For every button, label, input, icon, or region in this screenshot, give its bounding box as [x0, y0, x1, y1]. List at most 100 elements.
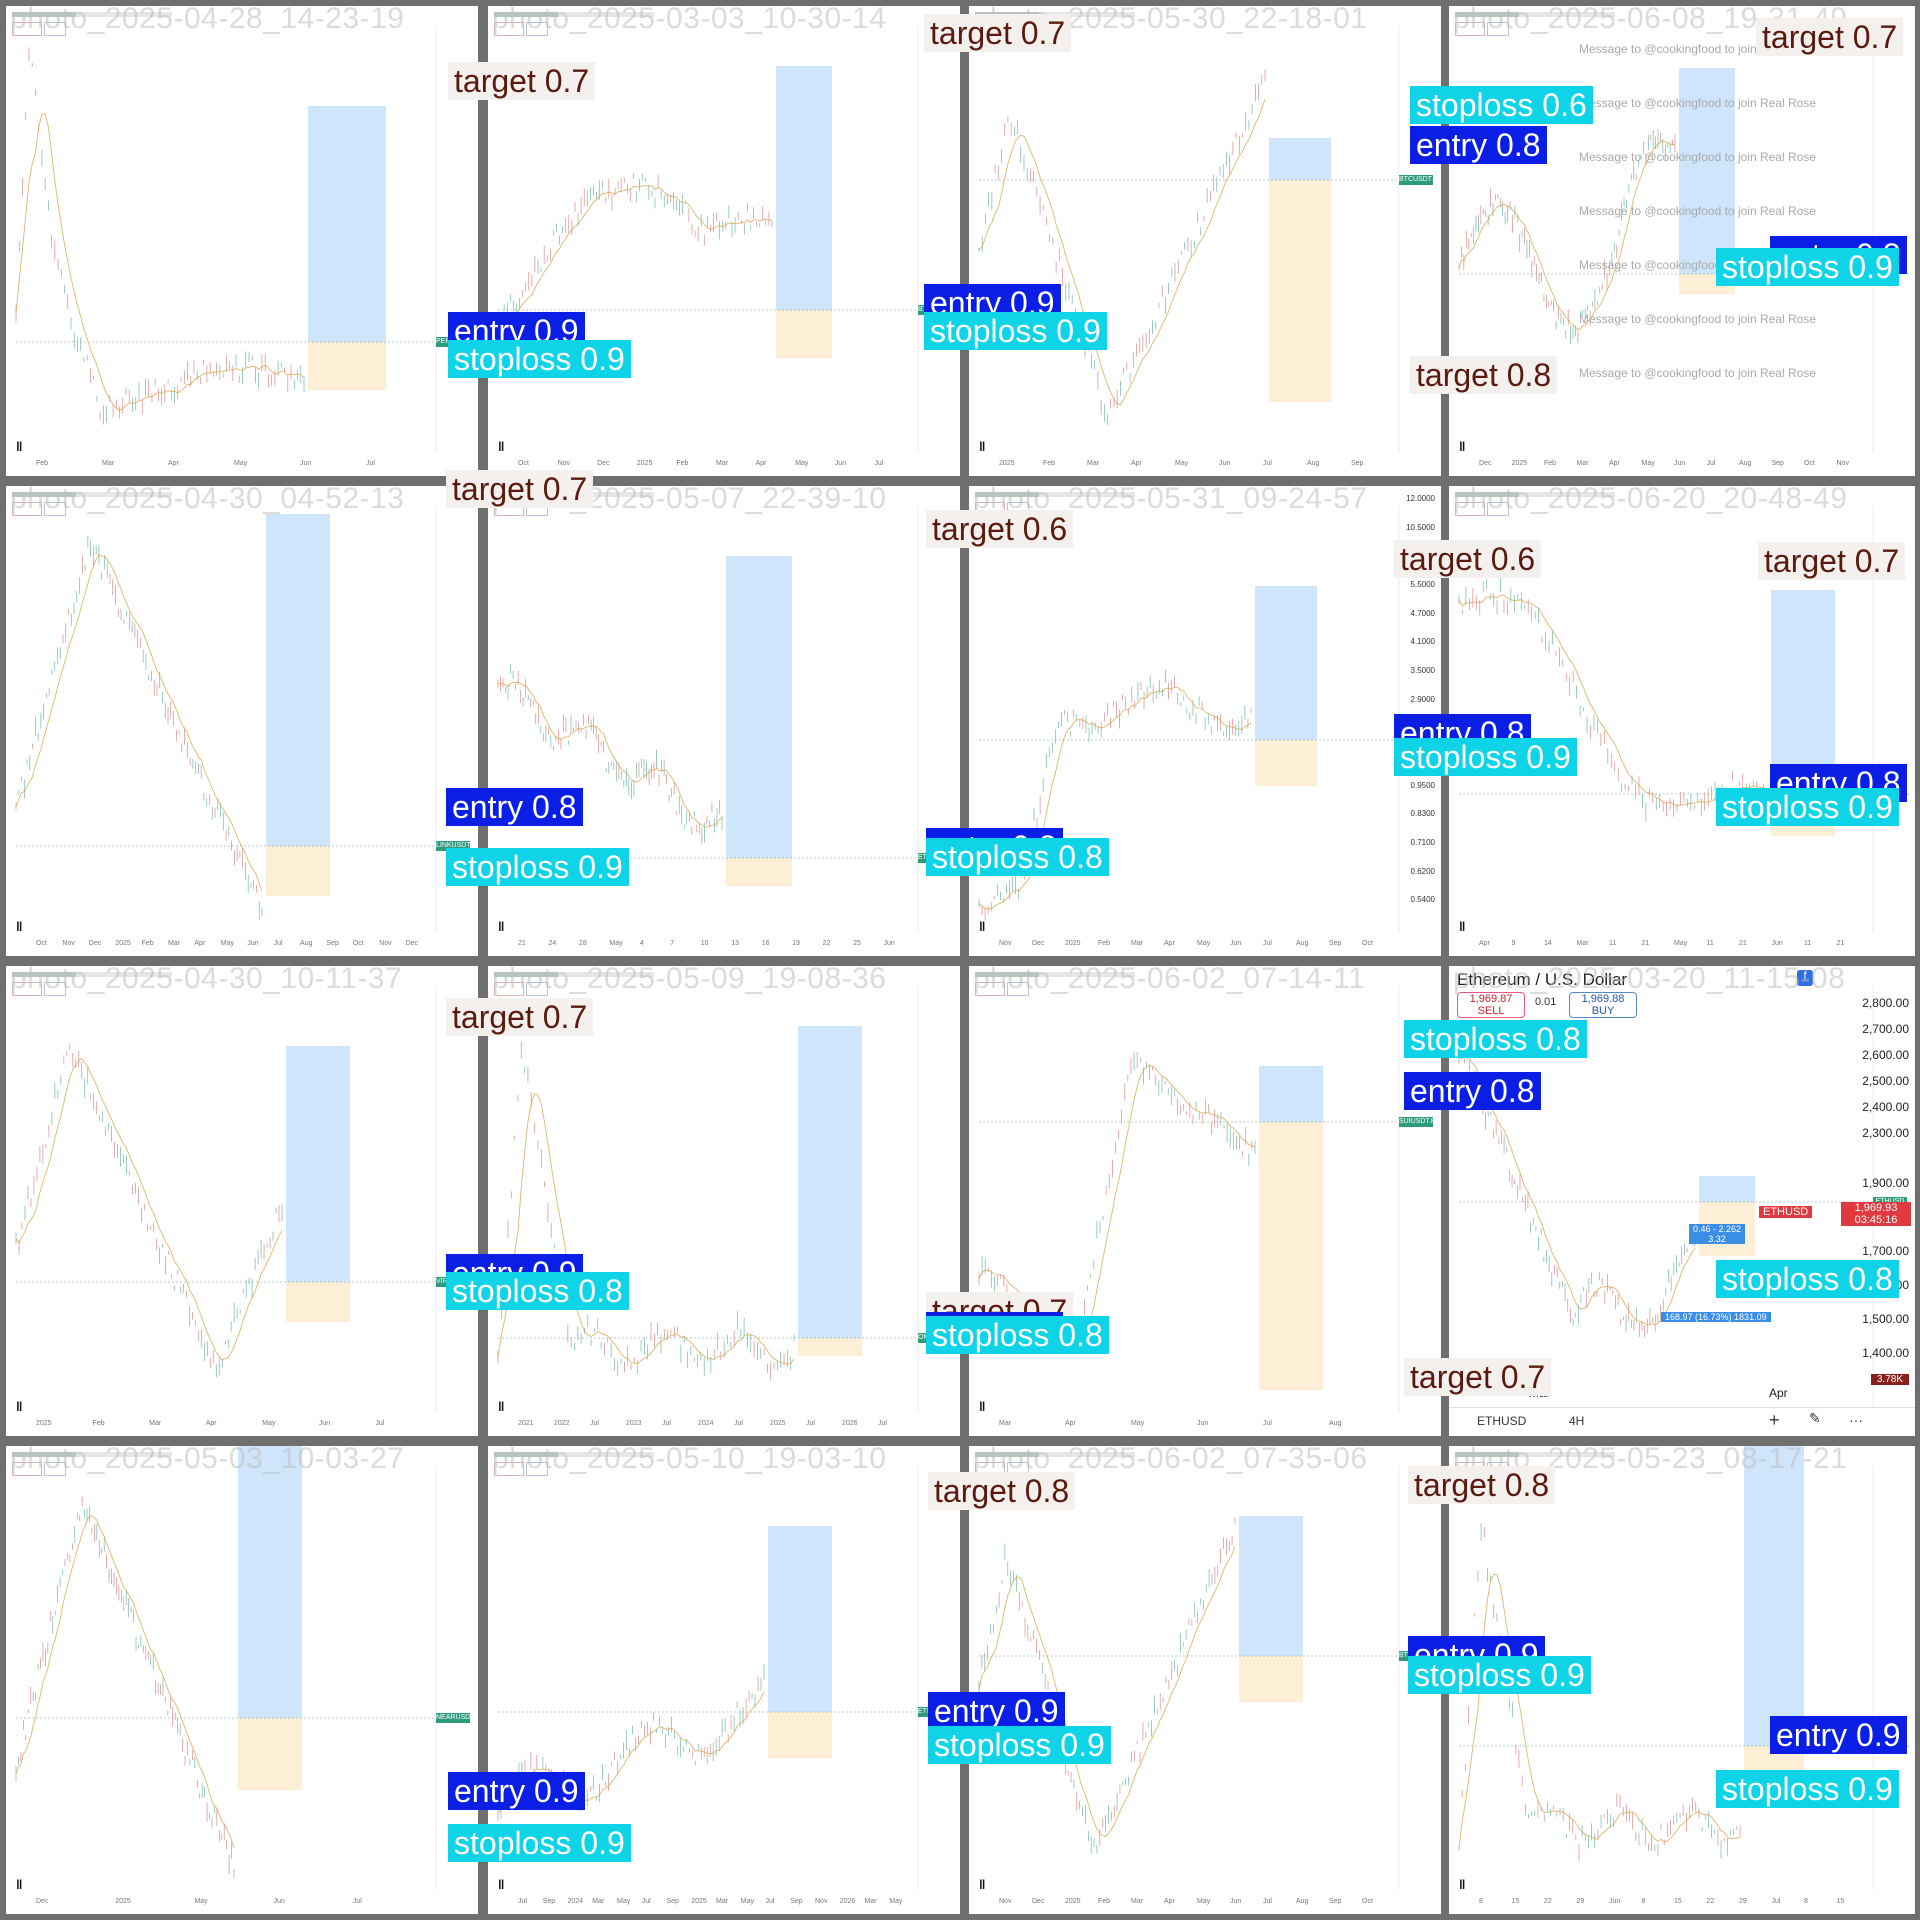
buy-button[interactable] — [526, 22, 548, 36]
time-axis: Nov Dec 2025 Feb Mar Apr May Jun Jul Aug Sep Oct — [969, 1898, 1441, 1908]
time-tick-label: 28 — [578, 940, 587, 947]
buy-button[interactable] — [44, 982, 66, 996]
buy-button[interactable] — [526, 1462, 548, 1476]
time-axis: Apr 9 14 Mar 11 21 May 11 21 Jun 11 21 — [1449, 940, 1915, 950]
time-tick-label: 11 — [1804, 940, 1812, 947]
time-tick-label: Aug — [1307, 460, 1320, 467]
symbol-header — [12, 12, 172, 17]
entry-detection-label: entry 0.9 — [1770, 1716, 1907, 1754]
tradingview-logo-icon: ‖ — [16, 1399, 23, 1414]
entry-detection-label: entry 0.8 — [1410, 126, 1547, 164]
sell-button[interactable] — [12, 1462, 42, 1476]
buy-button[interactable] — [1487, 22, 1509, 36]
sell-button[interactable] — [12, 982, 42, 996]
buy-button[interactable] — [44, 1462, 66, 1476]
sell-button[interactable] — [12, 22, 42, 36]
footer-timeframe[interactable]: 4H — [1569, 1414, 1585, 1428]
time-tick-label: Nov — [999, 940, 1012, 947]
more-icon[interactable]: ··· — [1849, 1412, 1863, 1428]
time-tick-label: Jul — [366, 460, 375, 467]
time-tick-label: Feb — [36, 460, 49, 467]
symbol-header — [494, 972, 654, 977]
profit-zone — [798, 1026, 862, 1338]
tradingview-logo-icon: ‖ — [979, 919, 986, 934]
time-tick-label: Mar — [592, 1898, 605, 1905]
time-tick-label: Mar — [999, 1420, 1012, 1427]
target-detection-label: target 0.7 — [1756, 18, 1904, 56]
sell-button[interactable] — [494, 982, 524, 996]
moving-average-line — [1458, 1573, 1741, 1849]
price-chart — [497, 986, 954, 1412]
sell-button[interactable] — [494, 1462, 524, 1476]
profit-zone — [776, 66, 832, 310]
price-tick-label: 2,400.00 — [1862, 1100, 1909, 1114]
price-chart — [15, 26, 472, 452]
price-tick-label: 0.8300 — [1410, 809, 1435, 819]
buy-button[interactable] — [44, 502, 66, 516]
sell-button[interactable] — [494, 22, 524, 36]
time-tick-label: Jun — [883, 940, 895, 947]
price-tick-label: 0.6200 — [1410, 866, 1435, 876]
sell-button[interactable] — [975, 982, 1005, 996]
buy-button[interactable] — [44, 22, 66, 36]
draw-icon[interactable]: ✎ — [1809, 1410, 1821, 1426]
time-tick-label: 16 — [761, 940, 770, 947]
time-tick-label: Jul — [518, 1898, 527, 1905]
buy-button[interactable] — [1007, 982, 1029, 996]
moving-average-line — [15, 1515, 235, 1849]
buy-price-button[interactable]: 1,969.88 BUY — [1569, 992, 1637, 1018]
time-tick-label: Apr — [1131, 460, 1142, 467]
tradingview-logo-icon: ‖ — [979, 439, 986, 454]
time-tick-label: 8 — [1641, 1898, 1646, 1905]
time-tick-label: 8 — [1479, 1898, 1483, 1905]
facebook-icon[interactable]: f — [1797, 970, 1813, 986]
tradingview-logo-icon: ‖ — [498, 1877, 505, 1892]
time-tick-label: Aug — [1739, 460, 1752, 467]
moving-average-line — [15, 113, 305, 411]
time-tick-label: Nov — [815, 1898, 828, 1905]
time-tick-label: 10 — [700, 940, 709, 947]
footer-symbol[interactable]: ETHUSD — [1477, 1414, 1527, 1428]
symbol-title: Ethereum / U.S. Dollar — [1457, 970, 1628, 989]
last-price-tag: 1,969.93 03:45:16 — [1841, 1202, 1911, 1226]
time-tick-label: Jun — [273, 1898, 285, 1905]
time-tick-label: 21 — [1739, 940, 1747, 947]
buy-button[interactable] — [526, 982, 548, 996]
chart-tile: ‖XRPUSDT.P12.000010.50006.50005.50004.70… — [969, 486, 1441, 956]
loss-zone — [726, 858, 792, 886]
tradingview-logo-icon: ‖ — [16, 439, 23, 454]
entry-detection-label: entry 0.9 — [928, 1692, 1065, 1730]
entry-detection-label: entry 0.8 — [1404, 1072, 1541, 1110]
time-tick-label: Jul — [1263, 1420, 1272, 1427]
time-tick-label: 21 — [518, 940, 526, 947]
time-tick-label: May — [1641, 460, 1655, 467]
time-tick-label: Jun — [318, 1420, 331, 1427]
time-tick-label: Feb — [676, 460, 689, 467]
time-tick-label: Jul — [273, 940, 283, 947]
profit-zone — [1679, 68, 1735, 274]
buy-button[interactable] — [1487, 502, 1509, 516]
price-tick-label: 2,800.00 — [1862, 996, 1909, 1010]
price-chart — [15, 506, 472, 932]
sell-button[interactable] — [1455, 502, 1485, 516]
time-axis: 21 24 28 May 4 7 10 13 16 19 22 25 Jun — [488, 940, 960, 950]
price-tick-label: 2,600.00 — [1862, 1048, 1909, 1062]
sell-button[interactable] — [12, 502, 42, 516]
price-tick-label: 1,500.00 — [1862, 1312, 1909, 1326]
watermark-text: Message to @cookingfood to join Real Ros… — [1579, 204, 1816, 218]
time-tick-label: Apr — [1164, 940, 1175, 947]
sell-button[interactable] — [1455, 22, 1485, 36]
time-tick-label: Jul — [352, 1898, 362, 1905]
symbol-header — [975, 972, 1135, 977]
time-tick-label: May — [1175, 460, 1189, 467]
time-tick-label: Dec — [1032, 1898, 1045, 1905]
price-tick-label: 12.0000 — [1406, 494, 1435, 503]
profit-zone — [1744, 1446, 1804, 1746]
time-tick-label: 22 — [1706, 1898, 1715, 1905]
add-icon[interactable]: + — [1769, 1410, 1780, 1430]
ticker-price-tag: NEARUSDT.P — [436, 1713, 478, 1723]
price-chart — [1458, 26, 1909, 452]
sell-price-button[interactable]: 1,969.87 SELL — [1457, 992, 1525, 1018]
time-tick-label: Jun — [1771, 940, 1783, 947]
time-tick-label: Mar — [864, 1898, 877, 1905]
